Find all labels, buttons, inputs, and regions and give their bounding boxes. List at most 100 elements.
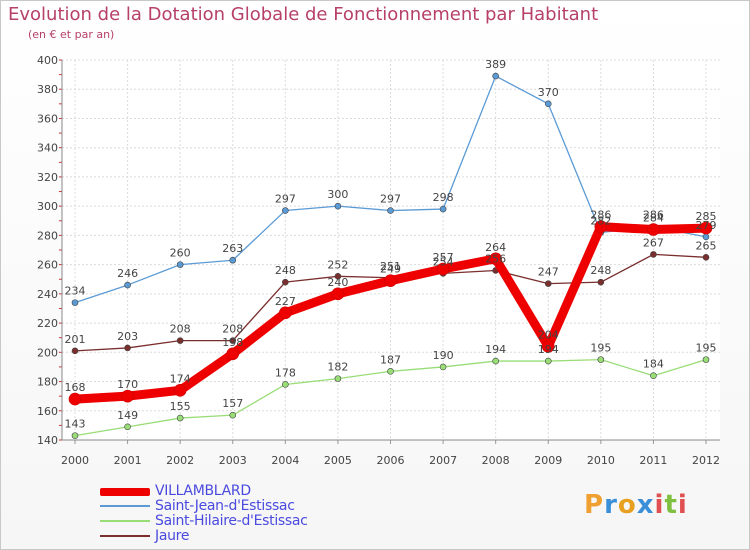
data-label-saint-jean: 234 xyxy=(65,285,86,298)
data-point-jaure xyxy=(650,251,657,258)
data-label-villamblard: 285 xyxy=(696,210,717,223)
x-tick-label: 2006 xyxy=(377,454,405,467)
logo-letter: r xyxy=(604,490,618,520)
data-point-saint-jean xyxy=(387,207,394,214)
y-tick-label: 340 xyxy=(37,142,58,155)
chart-subtitle: (en € et par an) xyxy=(28,28,115,41)
x-tick-label: 2011 xyxy=(639,454,667,467)
data-label-saint-jean: 279 xyxy=(696,219,717,232)
data-point-saint-hilaire xyxy=(492,357,499,365)
y-tick-label: 320 xyxy=(37,171,58,184)
data-point-saint-hilaire xyxy=(71,432,79,439)
data-point-villamblard xyxy=(384,274,397,287)
data-point-saint-hilaire xyxy=(597,356,605,363)
x-tick-label: 2001 xyxy=(114,454,142,467)
y-tick-label: 380 xyxy=(37,83,58,96)
data-label-villamblard: 174 xyxy=(170,372,191,385)
data-point-saint-hilaire xyxy=(124,423,131,431)
data-point-villamblard xyxy=(541,340,555,353)
data-label-villamblard: 264 xyxy=(485,241,506,254)
legend-label-saint-hilaire: Saint-Hilaire-d'Estissac xyxy=(155,513,308,529)
data-label-jaure: 265 xyxy=(696,239,717,252)
chart-title: Evolution de la Dotation Globale de Fonc… xyxy=(8,4,599,25)
data-label-saint-jean: 263 xyxy=(222,242,243,255)
data-point-villamblard xyxy=(226,347,240,361)
data-label-saint-hilaire: 143 xyxy=(65,418,86,431)
data-point-villamblard xyxy=(647,223,660,236)
x-tick-label: 2005 xyxy=(324,454,352,467)
data-label-saint-hilaire: 178 xyxy=(275,366,296,379)
x-tick-label: 2008 xyxy=(482,454,510,467)
data-label-villamblard: 284 xyxy=(643,212,664,225)
data-label-saint-jean: 300 xyxy=(327,188,348,201)
logo-letter: i xyxy=(677,490,688,520)
y-tick-label: 260 xyxy=(37,259,58,272)
data-label-saint-jean: 370 xyxy=(538,86,559,99)
legend-swatch-saint-jean xyxy=(100,505,150,507)
data-label-jaure: 248 xyxy=(275,264,296,277)
x-tick-label: 2012 xyxy=(692,454,720,467)
proxiti-logo: Proxiti xyxy=(584,490,688,520)
data-label-villamblard: 198 xyxy=(222,336,243,349)
data-point-saint-jean xyxy=(334,202,342,210)
legend-label-saint-jean: Saint-Jean-d'Estissac xyxy=(155,498,295,514)
data-point-jaure xyxy=(282,278,289,286)
logo-letter: o xyxy=(617,490,637,520)
data-point-villamblard xyxy=(594,220,608,233)
data-label-saint-jean: 246 xyxy=(117,267,138,280)
y-tick-label: 180 xyxy=(37,376,58,389)
x-tick-label: 2010 xyxy=(587,454,615,467)
data-point-jaure xyxy=(544,280,552,287)
data-label-jaure: 252 xyxy=(327,258,348,271)
logo-letter: x xyxy=(636,490,655,520)
x-tick-label: 2007 xyxy=(429,454,457,467)
data-point-villamblard xyxy=(436,262,450,276)
logo-letter: P xyxy=(584,490,605,520)
data-label-jaure: 267 xyxy=(643,236,664,249)
data-label-jaure: 203 xyxy=(117,330,138,343)
x-tick-label: 2009 xyxy=(534,454,562,467)
data-label-saint-jean: 297 xyxy=(380,193,401,206)
data-label-saint-jean: 297 xyxy=(275,193,296,206)
data-label-villamblard: 286 xyxy=(590,209,611,222)
data-label-saint-hilaire: 184 xyxy=(643,358,664,371)
data-label-saint-jean: 389 xyxy=(485,58,506,71)
y-tick-label: 280 xyxy=(37,229,58,242)
data-point-saint-jean xyxy=(176,261,184,268)
logo-letter: i xyxy=(654,490,665,520)
data-point-jaure xyxy=(702,254,710,261)
data-point-saint-hilaire xyxy=(544,357,552,365)
x-tick-label: 2004 xyxy=(271,454,299,467)
data-point-villamblard xyxy=(279,306,292,320)
data-label-villamblard: 249 xyxy=(380,263,401,276)
data-label-saint-jean: 298 xyxy=(433,191,454,204)
legend-label-jaure: Jaure xyxy=(155,528,190,544)
data-point-saint-hilaire xyxy=(176,414,184,422)
data-point-villamblard xyxy=(121,389,134,403)
data-point-saint-hilaire xyxy=(229,411,237,419)
data-label-jaure: 208 xyxy=(222,323,243,336)
data-label-saint-hilaire: 155 xyxy=(170,400,191,413)
data-label-villamblard: 204 xyxy=(538,328,559,341)
logo-letter: t xyxy=(664,490,678,520)
data-point-villamblard xyxy=(699,221,713,235)
data-label-jaure: 254 xyxy=(433,255,454,268)
data-point-saint-hilaire xyxy=(334,375,342,382)
data-label-saint-hilaire: 157 xyxy=(222,397,243,410)
data-label-villamblard: 227 xyxy=(275,295,296,308)
y-tick-label: 220 xyxy=(37,317,58,330)
data-point-saint-jean xyxy=(124,281,131,289)
data-label-saint-hilaire: 187 xyxy=(380,353,401,366)
data-point-saint-jean xyxy=(439,205,447,213)
data-point-saint-jean xyxy=(71,299,79,306)
data-point-villamblard xyxy=(68,392,82,406)
y-tick-label: 400 xyxy=(37,54,58,67)
data-label-villamblard: 170 xyxy=(117,378,138,391)
data-point-saint-jean xyxy=(282,207,289,214)
y-tick-label: 160 xyxy=(37,405,58,418)
data-point-jaure xyxy=(597,278,605,286)
data-point-jaure xyxy=(176,337,184,344)
data-label-jaure: 256 xyxy=(485,252,506,265)
legend-swatch-saint-hilaire xyxy=(100,520,150,522)
